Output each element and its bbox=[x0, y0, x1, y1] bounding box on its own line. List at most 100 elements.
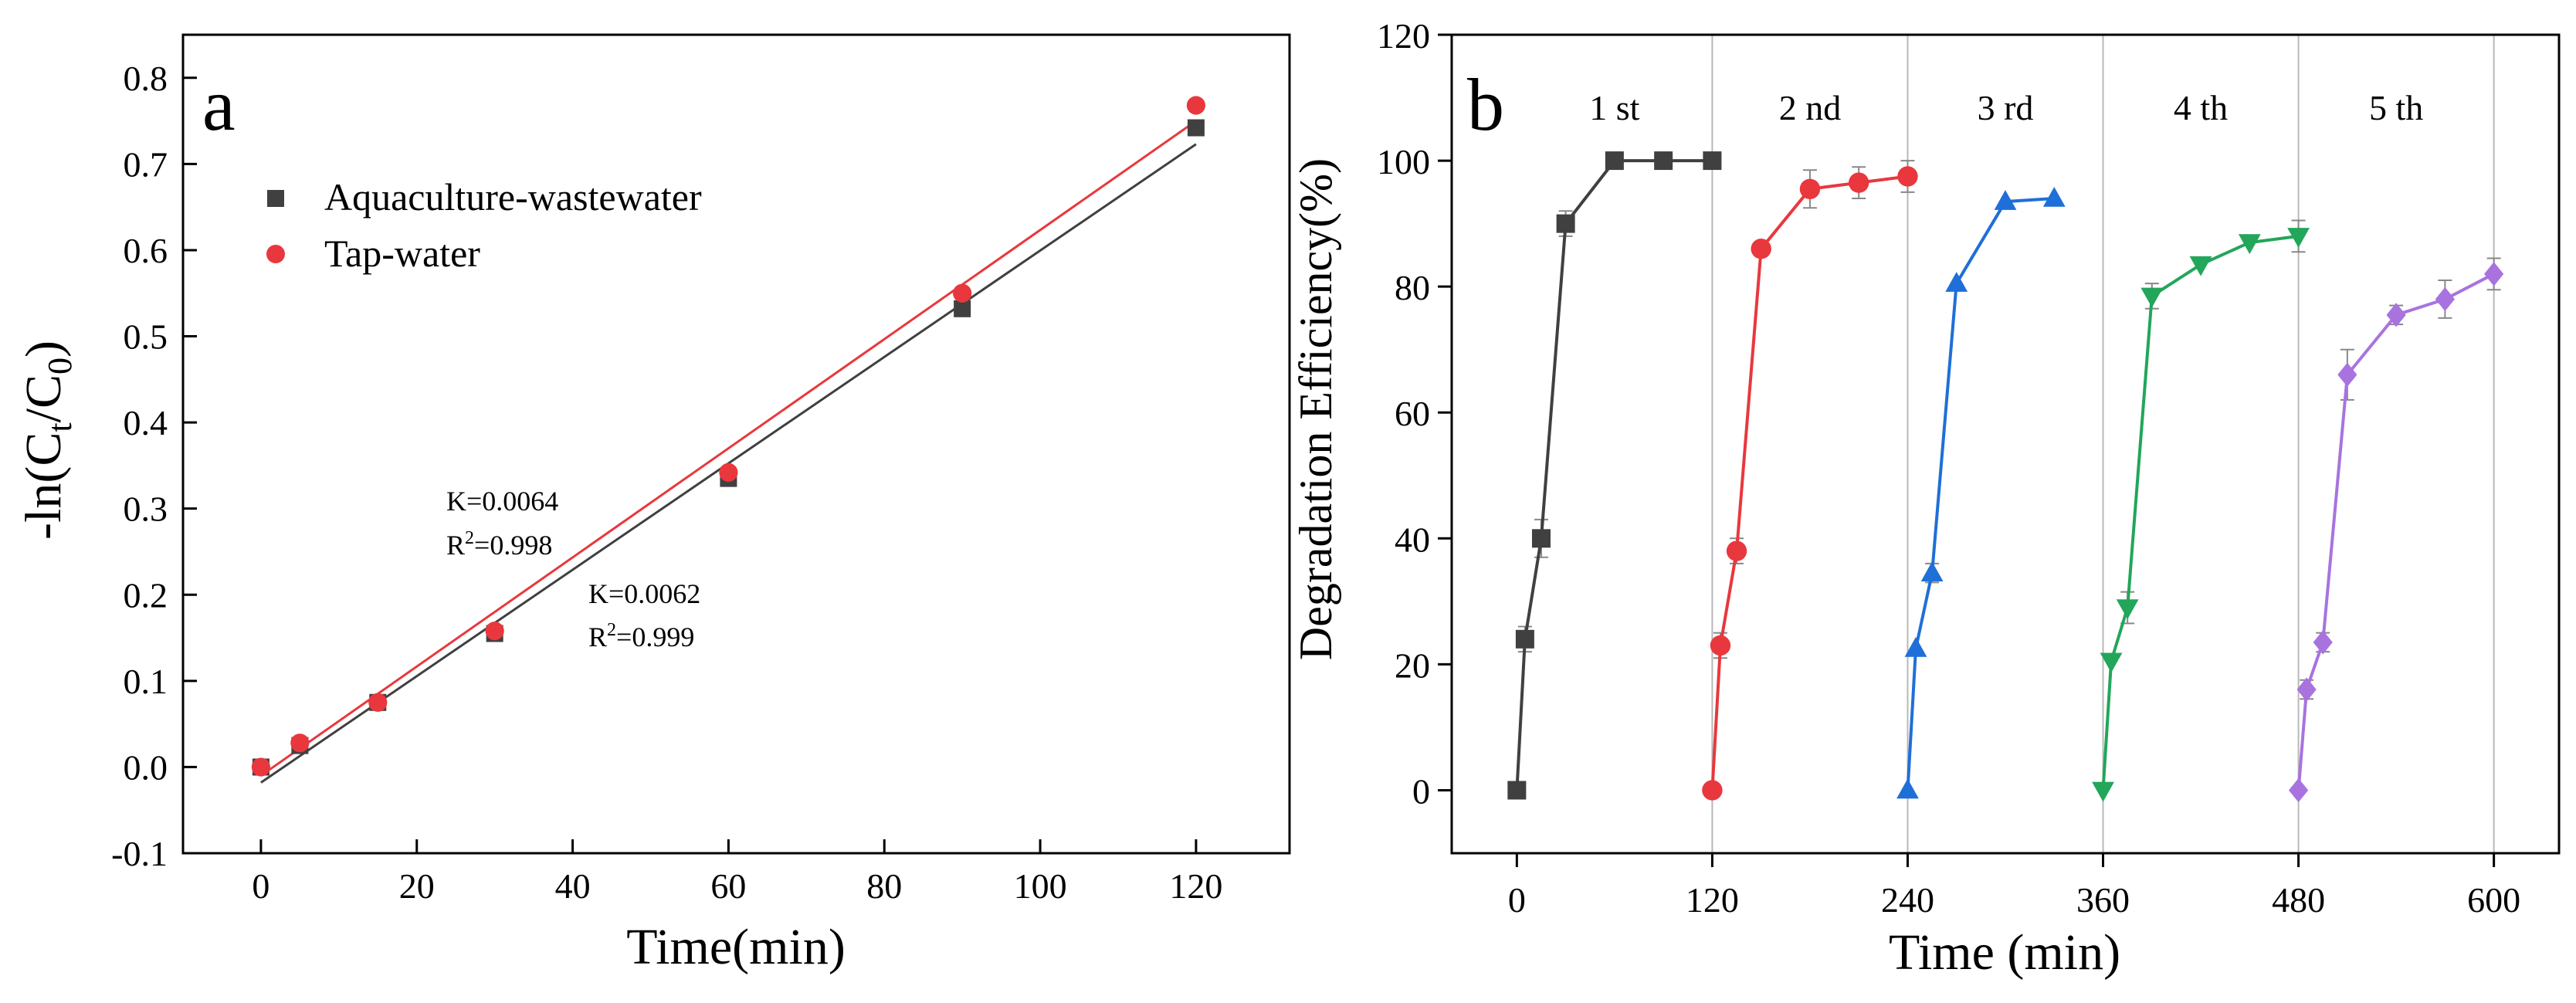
y-tick-label: 40 bbox=[1395, 520, 1430, 559]
panel-a-y-axis-title: -ln(Ct/C0) bbox=[15, 341, 79, 540]
series-cycle-4-th bbox=[2092, 219, 2310, 802]
data-point bbox=[1710, 635, 1731, 656]
series-cycle-2-nd bbox=[1702, 160, 1918, 801]
data-point bbox=[1515, 629, 1534, 649]
panel-a: a 0 20 40 60 80 100 120-0.10.00.10.20.30.40.50… bbox=[15, 33, 1291, 975]
x-tick-label: 0 bbox=[1508, 880, 1526, 920]
series-line bbox=[1515, 159, 1713, 791]
data-point bbox=[2313, 630, 2333, 655]
panel-b-x-axis-title: Time (min) bbox=[1889, 924, 2120, 981]
panel-b-y-axis-title: Degradation Efficiency(%) bbox=[1290, 158, 1341, 660]
x-tick-label: 100 bbox=[1014, 866, 1067, 906]
cycle-label: 4 th bbox=[2174, 88, 2228, 127]
data-point bbox=[2386, 303, 2406, 327]
x-tick-label: 40 bbox=[555, 866, 591, 906]
data-point-aquaculture bbox=[954, 300, 971, 317]
y-tick-label: 0.7 bbox=[124, 144, 168, 184]
panel-a-frame bbox=[181, 33, 1291, 855]
data-point-tap-water bbox=[290, 734, 310, 753]
data-point-tap-water bbox=[368, 693, 388, 712]
x-tick-label: 60 bbox=[710, 866, 746, 906]
data-point bbox=[2140, 287, 2164, 308]
series-cycle-5-th bbox=[2288, 257, 2504, 803]
panel-a-fit-lines bbox=[260, 120, 1197, 784]
annotation-2-r-value: =0.999 bbox=[616, 622, 694, 652]
panel-a-legend: Aquaculture-wastewater Tap-water bbox=[266, 175, 702, 275]
cycle-label: 2 nd bbox=[1779, 88, 1842, 127]
data-point bbox=[1897, 166, 1918, 187]
data-point-tap-water bbox=[953, 283, 972, 303]
legend-marker-tap-water bbox=[266, 245, 285, 263]
data-point bbox=[1654, 151, 1673, 171]
data-point-tap-water bbox=[719, 463, 738, 482]
annotation-1-r-value: =0.998 bbox=[474, 530, 552, 561]
y-tick-label: 0.0 bbox=[124, 747, 168, 787]
annotation-1-r-prefix: R bbox=[446, 530, 465, 561]
data-point bbox=[2238, 234, 2261, 255]
panel-b-series bbox=[1507, 151, 2504, 803]
annotation-1-r-sup: 2 bbox=[465, 528, 474, 548]
panel-b-cycle-labels: 1 st 2 nd 3 rd 4 th 5 th bbox=[1589, 88, 2423, 127]
y-tick-label: 0.2 bbox=[124, 575, 168, 615]
y-tick-label: 0.3 bbox=[124, 490, 168, 529]
data-point bbox=[1849, 172, 1869, 193]
y-tick-label: -0.1 bbox=[111, 834, 168, 873]
x-tick-label: 120 bbox=[1169, 866, 1222, 906]
data-point bbox=[2287, 228, 2310, 248]
x-tick-label: 480 bbox=[2272, 880, 2325, 920]
panel-b-cycle-dividers bbox=[1711, 35, 2495, 853]
data-point bbox=[1920, 561, 1944, 581]
panel-a-letter: a bbox=[202, 63, 236, 146]
data-point bbox=[2484, 262, 2504, 286]
y-tick-label: 0.5 bbox=[124, 317, 168, 357]
cycle-label: 1 st bbox=[1589, 88, 1639, 127]
data-point-tap-water bbox=[1186, 96, 1206, 115]
data-point bbox=[1556, 214, 1575, 233]
x-tick-label: 0 bbox=[252, 866, 269, 906]
series-line bbox=[1906, 197, 2055, 791]
x-tick-label: 80 bbox=[866, 866, 902, 906]
panel-b-frame bbox=[1450, 33, 2561, 855]
annotation-2-r-prefix: R bbox=[588, 622, 607, 652]
x-tick-label: 20 bbox=[399, 866, 435, 906]
annotation-2-k: K=0.0062 bbox=[588, 578, 700, 609]
x-tick-label: 120 bbox=[1686, 880, 1739, 920]
data-point bbox=[1702, 780, 1723, 801]
annotation-1-r2: R2=0.998 bbox=[446, 528, 552, 561]
data-point bbox=[1799, 178, 1821, 199]
panel-a-annotation-1: K=0.0064 R2=0.998 bbox=[446, 486, 558, 561]
panel-a-axes: 0 20 40 60 80 100 120 -0.1 0.0 0.1 0.2 0.3 0.4 0.5 0.6… bbox=[111, 59, 1222, 906]
y-tick-label: 100 bbox=[1377, 142, 1430, 181]
panel-b-letter: b bbox=[1467, 63, 1504, 146]
legend-label-tap-water: Tap-water bbox=[324, 232, 480, 275]
data-point-tap-water bbox=[485, 622, 504, 641]
data-point bbox=[1703, 151, 1722, 171]
data-point bbox=[2042, 187, 2066, 207]
y-tick-label: 0.4 bbox=[124, 403, 168, 442]
data-point bbox=[1751, 239, 1771, 259]
legend-label-aquaculture: Aquaculture-wastewater bbox=[324, 175, 702, 219]
annotation-1-k: K=0.0064 bbox=[446, 486, 558, 517]
y-tick-label: 0.6 bbox=[124, 231, 168, 270]
data-point bbox=[1605, 151, 1624, 171]
y-tick-label: 0.8 bbox=[124, 59, 168, 98]
data-point-tap-water bbox=[251, 757, 271, 777]
data-point bbox=[2116, 599, 2139, 619]
series-line bbox=[2101, 234, 2299, 791]
fit-line-tap-water bbox=[260, 120, 1197, 777]
cycle-label: 3 rd bbox=[1978, 88, 2034, 127]
cycle-label: 5 th bbox=[2369, 88, 2423, 127]
data-point bbox=[1896, 778, 1919, 799]
data-point bbox=[2092, 781, 2114, 802]
series-cycle-1-st bbox=[1507, 151, 1722, 800]
data-point bbox=[2435, 286, 2455, 312]
data-point bbox=[2296, 677, 2317, 702]
x-tick-label: 600 bbox=[2467, 880, 2520, 920]
y-tick-label: 0 bbox=[1412, 771, 1430, 811]
x-tick-label: 240 bbox=[1881, 880, 1934, 920]
data-point bbox=[2189, 256, 2212, 276]
panel-a-annotation-2: K=0.0062 R2=0.999 bbox=[588, 578, 700, 652]
series-cycle-3-rd bbox=[1896, 187, 2066, 799]
panel-a-data-points bbox=[251, 96, 1206, 777]
